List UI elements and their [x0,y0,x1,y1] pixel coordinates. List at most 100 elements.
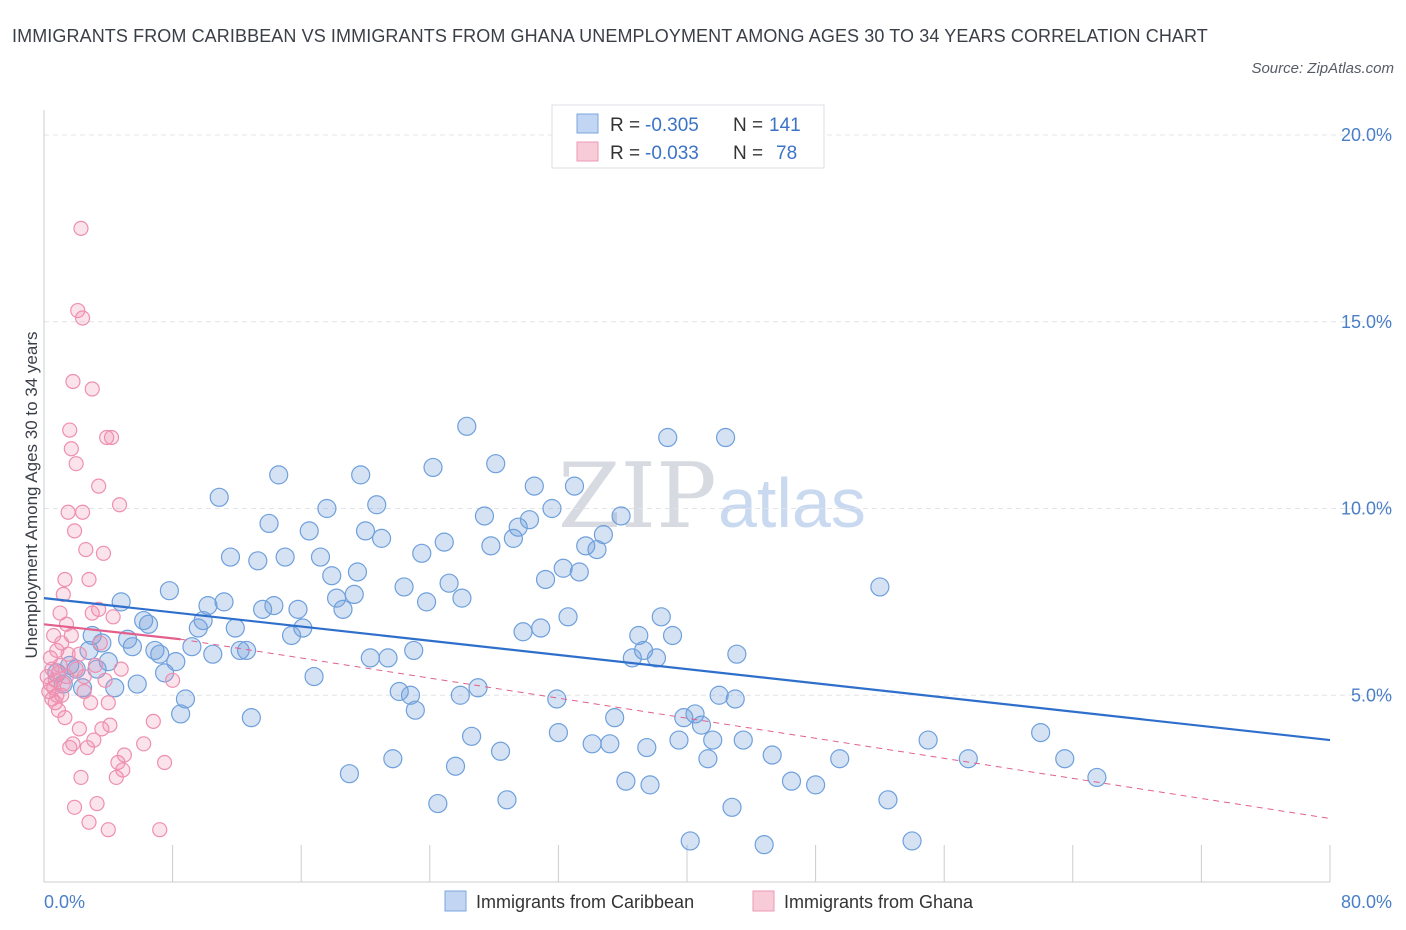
ghana-point-20 [57,571,73,588]
y-tick-label-2: 15.0% [1341,312,1392,332]
caribbean-point-135 [725,689,745,709]
ghana-point-56 [92,635,108,651]
legend-n-label-1: N = [733,115,763,136]
caribbean-point-54 [351,465,371,485]
ghana-point-31 [65,736,81,752]
x-tick-label-0: 0.0% [44,892,85,912]
ghana-point-15 [52,657,68,673]
caribbean-point-43 [288,599,308,619]
caribbean-point-136 [637,737,657,758]
caribbean-point-48 [317,498,337,519]
caribbean-point-34 [236,640,257,661]
ghana-point-33 [66,799,83,815]
ghana-point-47 [81,571,97,588]
y-axis-label: Unemployment Among Ages 30 to 34 years [22,332,41,659]
caribbean-point-93 [569,562,589,582]
caribbean-point-83 [513,622,533,642]
series-ghana-points [39,220,181,838]
caribbean-point-112 [680,831,700,851]
caribbean-point-76 [474,506,495,526]
caribbean-point-46 [304,666,324,687]
watermark-zip: ZIP [558,444,717,549]
caribbean-point-124 [781,771,802,791]
caribbean-point-13 [122,637,143,657]
caribbean-point-85 [524,476,544,496]
caribbean-point-99 [605,708,625,728]
ghana-point-49 [84,381,100,397]
ghana-point-68 [113,661,129,677]
grid-lines [44,134,1392,696]
ghana-point-55 [91,601,107,617]
caribbean-point-114 [691,715,712,735]
ghana-point-0 [39,668,55,685]
caribbean-point-69 [434,532,454,552]
caribbean-point-133 [1055,749,1075,769]
legend-r-value-1: -0.305 [645,115,699,136]
caribbean-point-41 [275,547,295,567]
caribbean-point-80 [497,790,517,810]
caribbean-point-36 [248,551,268,571]
ghana-point-59 [97,672,113,688]
ghana-point-51 [86,732,102,748]
ghana-point-38 [71,646,87,662]
ghana-point-61 [100,695,116,711]
ghana-point-44 [76,683,92,700]
caribbean-point-106 [646,648,667,668]
caribbean-point-30 [214,592,234,612]
trend-lines [43,597,1331,819]
caribbean-point-139 [404,640,424,661]
caribbean-point-65 [412,543,432,563]
ghana-point-52 [87,657,104,673]
caribbean-point-109 [662,625,683,646]
caribbean-point-33 [230,640,250,661]
caribbean-point-67 [423,457,443,478]
legend-n-value-1: 141 [769,115,801,136]
caribbean-point-132 [1031,722,1051,743]
caribbean-point-63 [400,685,421,705]
caribbean-point-78 [486,454,506,474]
ghana-point-54 [91,478,107,494]
ghana-point-28 [63,441,79,457]
caribbean-point-84 [519,510,540,530]
caribbean-point-16 [138,614,159,634]
caribbean-point-92 [564,476,585,496]
caribbean-point-103 [629,625,649,646]
series-legend: Immigrants from Caribbean Immigrants fro… [444,890,974,912]
caribbean-point-70 [439,573,459,593]
ghana-point-30 [65,373,81,390]
caribbean-point-82 [508,517,528,537]
ghana-point-73 [152,822,168,838]
ghana-point-42 [74,504,91,520]
caribbean-point-61 [389,681,409,702]
caribbean-point-39 [264,596,284,616]
legend-r-value-2: -0.033 [645,143,699,164]
caribbean-point-90 [553,558,573,578]
caribbean-point-38 [259,513,279,534]
ghana-point-48 [83,695,99,711]
ghana-point-34 [68,456,84,472]
caribbean-point-77 [481,536,501,556]
caribbean-point-49 [322,566,342,586]
caribbean-point-75 [468,678,488,698]
legend-r-label-1: R = [610,115,640,136]
caribbean-point-107 [651,607,671,627]
ghana-trend-line [43,623,181,641]
caribbean-point-24 [182,637,202,657]
bottom-legend-caribbean: Immigrants from Caribbean [476,892,694,912]
ghana-point-67 [111,497,128,513]
bottom-legend-swatch-caribbean [444,890,467,912]
caribbean-point-53 [344,584,364,605]
ghana-point-21 [57,710,73,726]
ghana-point-76 [81,814,97,830]
caribbean-point-81 [503,528,523,548]
caribbean-point-66 [416,592,437,612]
caribbean-point-79 [490,741,511,761]
caribbean-point-128 [878,790,898,810]
ghana-point-18 [55,586,71,603]
caribbean-point-140 [347,562,368,582]
caribbean-point-91 [558,607,578,627]
caribbean-point-134 [1087,767,1107,788]
x-tick-labels: 0.0% 80.0% [44,892,1392,912]
ghana-point-69 [115,762,131,778]
